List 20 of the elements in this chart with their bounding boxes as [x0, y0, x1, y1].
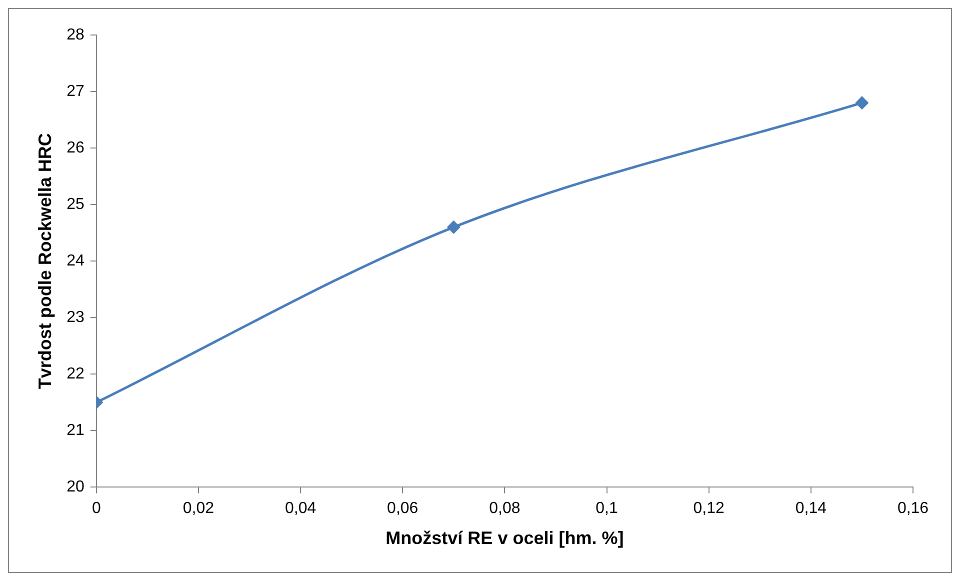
x-tick-label: 0,06: [387, 500, 418, 518]
x-tick-label: 0,16: [897, 500, 929, 518]
y-tick-label: 27: [66, 82, 84, 100]
x-tick-label: 0,04: [284, 500, 316, 518]
y-tick-label: 25: [66, 196, 84, 213]
y-tick-label: 22: [66, 366, 84, 383]
x-axis-title: Množství RE v oceli [hm. %]: [386, 528, 624, 548]
x-tick-label: 0: [92, 500, 101, 518]
y-tick-label: 26: [66, 139, 84, 156]
x-tick-label: 0,12: [693, 500, 725, 518]
y-axis-title: Tvrdost podle Rockwella HRC: [34, 133, 55, 390]
x-tick-label: 0,1: [596, 500, 618, 518]
y-tick-label: 21: [66, 422, 84, 440]
x-tick-label: 0,14: [795, 500, 827, 518]
y-tick-label: 23: [66, 309, 84, 326]
x-tick-label: 0,08: [489, 500, 520, 518]
y-tick-label: 28: [66, 26, 84, 44]
x-tick-label: 0,02: [182, 500, 214, 518]
y-tick-label: 20: [66, 478, 84, 496]
y-tick-label: 24: [66, 252, 84, 270]
